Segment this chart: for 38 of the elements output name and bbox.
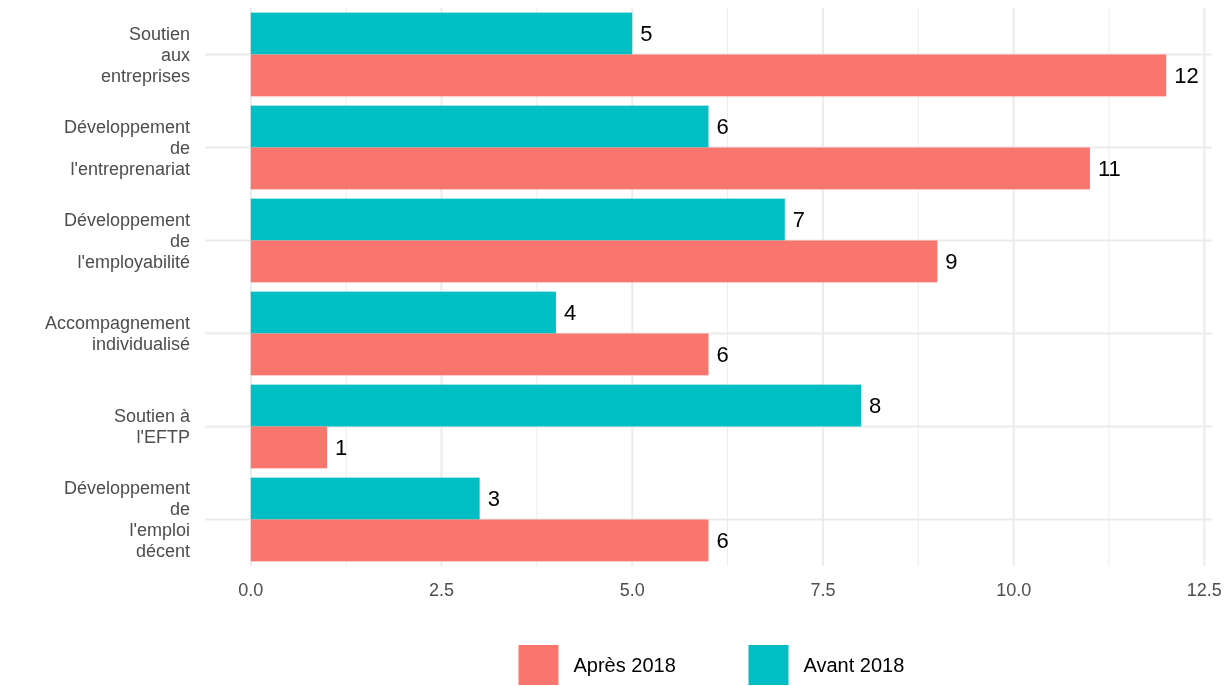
legend-label: Après 2018: [573, 654, 676, 676]
y-tick-label: Soutien aux entreprises: [100, 23, 190, 86]
y-tick-label: Soutien à l'EFTP: [113, 406, 191, 448]
data-label: 6: [716, 342, 729, 368]
bar: [250, 147, 1090, 190]
x-tick-label: 10.0: [996, 580, 1032, 600]
data-label: 7: [792, 207, 806, 233]
y-tick-label: Développement de l'entreprenariat: [63, 116, 190, 179]
x-tick-label: 7.5: [810, 580, 836, 600]
data-label: 5: [640, 21, 653, 47]
y-tick-label: Développement de l'employabilité: [63, 209, 190, 272]
bar: [250, 477, 480, 520]
y-tick-label: Développement de l'emploi décent: [63, 478, 190, 562]
x-tick-label: 0.0: [238, 580, 264, 600]
bar: [250, 384, 862, 427]
bar: [250, 198, 785, 241]
data-label: 8: [869, 393, 882, 419]
bar: [250, 54, 1167, 97]
data-label: 12: [1174, 63, 1199, 89]
data-label: 11: [1097, 156, 1121, 182]
x-tick-label: 5.0: [619, 580, 645, 600]
data-label: 4: [563, 300, 577, 326]
x-tick-label: 12.5: [1186, 580, 1222, 600]
data-label: 6: [716, 114, 729, 140]
data-label: 3: [487, 486, 500, 512]
data-label: 1: [335, 435, 348, 461]
data-label: 9: [945, 249, 958, 275]
bar: [250, 240, 938, 283]
bar: [250, 12, 633, 55]
bar: [250, 333, 709, 376]
bar: [250, 105, 709, 148]
bar: [250, 426, 328, 469]
data-label: 6: [716, 528, 729, 554]
bar: [250, 291, 556, 334]
bar: [250, 519, 709, 562]
y-tick-label: Accompagnement individualisé: [44, 313, 190, 355]
legend-label: Avant 2018: [803, 654, 905, 676]
x-tick-label: 2.5: [428, 580, 455, 600]
